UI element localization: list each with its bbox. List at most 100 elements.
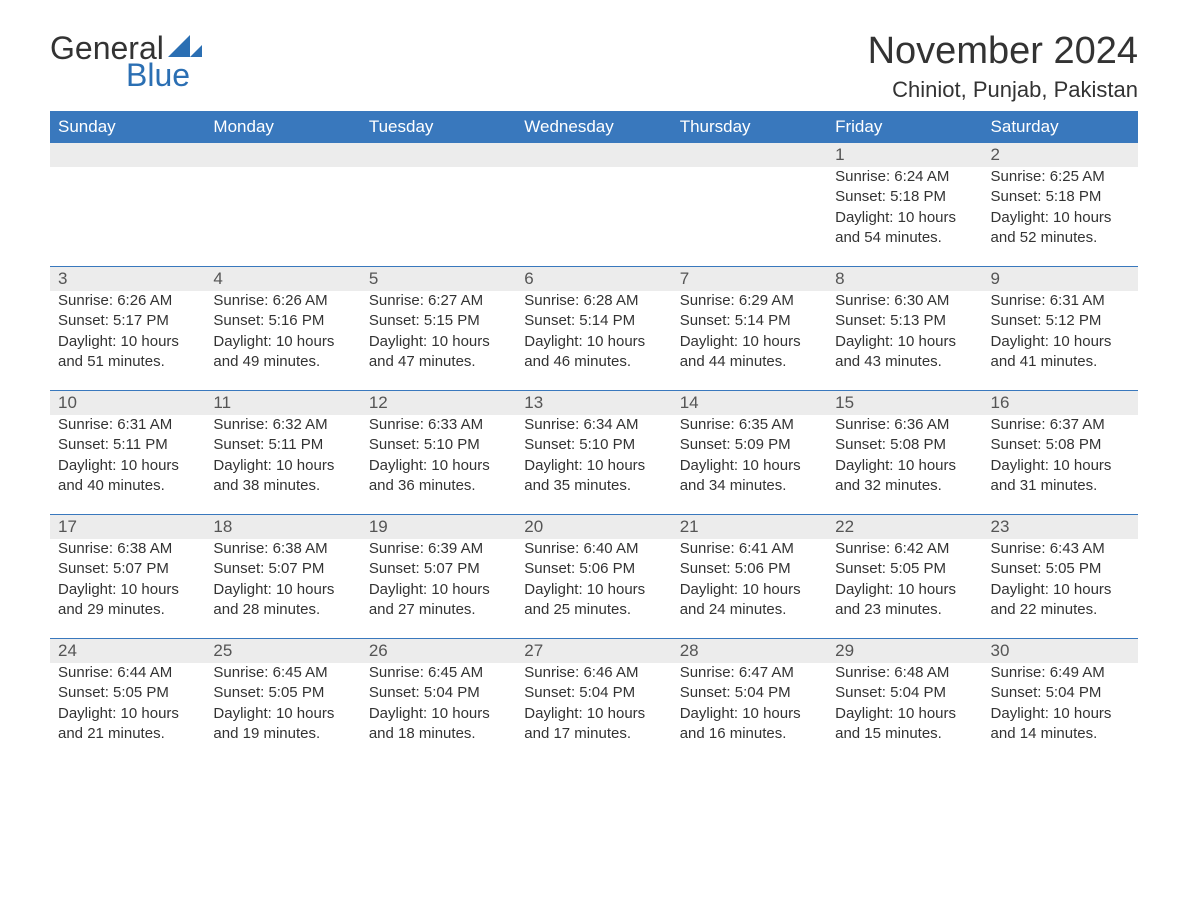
day-number: 30 [983,639,1138,663]
day-cell: 30Sunrise: 6:49 AMSunset: 5:04 PMDayligh… [983,639,1138,763]
sunset-line: Sunset: 5:17 PM [58,311,197,331]
day-number: 29 [827,639,982,663]
sunrise-line: Sunrise: 6:31 AM [58,415,197,435]
day-number: 1 [827,143,982,167]
daylight-line: Daylight: 10 hours and 49 minutes. [213,332,352,373]
day-cell: 27Sunrise: 6:46 AMSunset: 5:04 PMDayligh… [516,639,671,763]
daylight-line: Daylight: 10 hours and 51 minutes. [58,332,197,373]
sunset-line: Sunset: 5:14 PM [524,311,663,331]
empty-cell [672,143,827,267]
title-block: November 2024 Chiniot, Punjab, Pakistan [868,30,1138,103]
header: General Blue November 2024 Chiniot, Punj… [50,30,1138,103]
day-cell: 25Sunrise: 6:45 AMSunset: 5:05 PMDayligh… [205,639,360,763]
day-cell: 15Sunrise: 6:36 AMSunset: 5:08 PMDayligh… [827,391,982,515]
empty-cell [361,143,516,267]
sunrise-line: Sunrise: 6:39 AM [369,539,508,559]
weekday-header: Wednesday [516,111,671,143]
daylight-line: Daylight: 10 hours and 40 minutes. [58,456,197,497]
day-number: 26 [361,639,516,663]
month-title: November 2024 [868,30,1138,73]
day-cell: 7Sunrise: 6:29 AMSunset: 5:14 PMDaylight… [672,267,827,391]
empty-daynum-bar [361,143,516,167]
sunset-line: Sunset: 5:04 PM [524,683,663,703]
day-cell: 8Sunrise: 6:30 AMSunset: 5:13 PMDaylight… [827,267,982,391]
day-cell: 16Sunrise: 6:37 AMSunset: 5:08 PMDayligh… [983,391,1138,515]
sunset-line: Sunset: 5:05 PM [213,683,352,703]
day-number: 10 [50,391,205,415]
sunset-line: Sunset: 5:09 PM [680,435,819,455]
day-cell: 5Sunrise: 6:27 AMSunset: 5:15 PMDaylight… [361,267,516,391]
calendar-body: 1Sunrise: 6:24 AMSunset: 5:18 PMDaylight… [50,143,1138,762]
daylight-line: Daylight: 10 hours and 15 minutes. [835,704,974,745]
sunrise-line: Sunrise: 6:40 AM [524,539,663,559]
weekday-header: Friday [827,111,982,143]
sunset-line: Sunset: 5:18 PM [991,187,1130,207]
day-cell: 29Sunrise: 6:48 AMSunset: 5:04 PMDayligh… [827,639,982,763]
day-cell: 21Sunrise: 6:41 AMSunset: 5:06 PMDayligh… [672,515,827,639]
daylight-line: Daylight: 10 hours and 29 minutes. [58,580,197,621]
daylight-line: Daylight: 10 hours and 17 minutes. [524,704,663,745]
sunrise-line: Sunrise: 6:37 AM [991,415,1130,435]
sunset-line: Sunset: 5:12 PM [991,311,1130,331]
daylight-line: Daylight: 10 hours and 41 minutes. [991,332,1130,373]
day-number: 9 [983,267,1138,291]
sunset-line: Sunset: 5:11 PM [58,435,197,455]
daylight-line: Daylight: 10 hours and 24 minutes. [680,580,819,621]
daylight-line: Daylight: 10 hours and 32 minutes. [835,456,974,497]
sunrise-line: Sunrise: 6:45 AM [213,663,352,683]
day-cell: 9Sunrise: 6:31 AMSunset: 5:12 PMDaylight… [983,267,1138,391]
sunrise-line: Sunrise: 6:25 AM [991,167,1130,187]
calendar-row: 17Sunrise: 6:38 AMSunset: 5:07 PMDayligh… [50,515,1138,639]
calendar-table: SundayMondayTuesdayWednesdayThursdayFrid… [50,111,1138,762]
sunrise-line: Sunrise: 6:34 AM [524,415,663,435]
weekday-header: Tuesday [361,111,516,143]
day-number: 2 [983,143,1138,167]
day-number: 5 [361,267,516,291]
daylight-line: Daylight: 10 hours and 28 minutes. [213,580,352,621]
day-cell: 26Sunrise: 6:45 AMSunset: 5:04 PMDayligh… [361,639,516,763]
sunrise-line: Sunrise: 6:28 AM [524,291,663,311]
weekday-header-row: SundayMondayTuesdayWednesdayThursdayFrid… [50,111,1138,143]
sunrise-line: Sunrise: 6:44 AM [58,663,197,683]
daylight-line: Daylight: 10 hours and 34 minutes. [680,456,819,497]
day-cell: 4Sunrise: 6:26 AMSunset: 5:16 PMDaylight… [205,267,360,391]
day-number: 12 [361,391,516,415]
sunset-line: Sunset: 5:07 PM [213,559,352,579]
daylight-line: Daylight: 10 hours and 54 minutes. [835,208,974,249]
empty-cell [50,143,205,267]
sunrise-line: Sunrise: 6:24 AM [835,167,974,187]
day-cell: 24Sunrise: 6:44 AMSunset: 5:05 PMDayligh… [50,639,205,763]
sunset-line: Sunset: 5:10 PM [369,435,508,455]
daylight-line: Daylight: 10 hours and 36 minutes. [369,456,508,497]
day-cell: 28Sunrise: 6:47 AMSunset: 5:04 PMDayligh… [672,639,827,763]
day-number: 3 [50,267,205,291]
sunset-line: Sunset: 5:13 PM [835,311,974,331]
day-number: 11 [205,391,360,415]
daylight-line: Daylight: 10 hours and 18 minutes. [369,704,508,745]
calendar-row: 24Sunrise: 6:44 AMSunset: 5:05 PMDayligh… [50,639,1138,763]
sunset-line: Sunset: 5:04 PM [680,683,819,703]
sunrise-line: Sunrise: 6:42 AM [835,539,974,559]
weekday-header: Thursday [672,111,827,143]
sunset-line: Sunset: 5:18 PM [835,187,974,207]
sunset-line: Sunset: 5:15 PM [369,311,508,331]
day-cell: 13Sunrise: 6:34 AMSunset: 5:10 PMDayligh… [516,391,671,515]
day-cell: 10Sunrise: 6:31 AMSunset: 5:11 PMDayligh… [50,391,205,515]
empty-daynum-bar [516,143,671,167]
day-cell: 20Sunrise: 6:40 AMSunset: 5:06 PMDayligh… [516,515,671,639]
sunset-line: Sunset: 5:06 PM [524,559,663,579]
day-number: 17 [50,515,205,539]
sunrise-line: Sunrise: 6:33 AM [369,415,508,435]
sunset-line: Sunset: 5:07 PM [369,559,508,579]
sunset-line: Sunset: 5:10 PM [524,435,663,455]
sunrise-line: Sunrise: 6:47 AM [680,663,819,683]
sunrise-line: Sunrise: 6:45 AM [369,663,508,683]
day-cell: 12Sunrise: 6:33 AMSunset: 5:10 PMDayligh… [361,391,516,515]
sunrise-line: Sunrise: 6:43 AM [991,539,1130,559]
daylight-line: Daylight: 10 hours and 47 minutes. [369,332,508,373]
sunset-line: Sunset: 5:05 PM [991,559,1130,579]
daylight-line: Daylight: 10 hours and 22 minutes. [991,580,1130,621]
calendar-row: 10Sunrise: 6:31 AMSunset: 5:11 PMDayligh… [50,391,1138,515]
day-number: 28 [672,639,827,663]
sunrise-line: Sunrise: 6:48 AM [835,663,974,683]
